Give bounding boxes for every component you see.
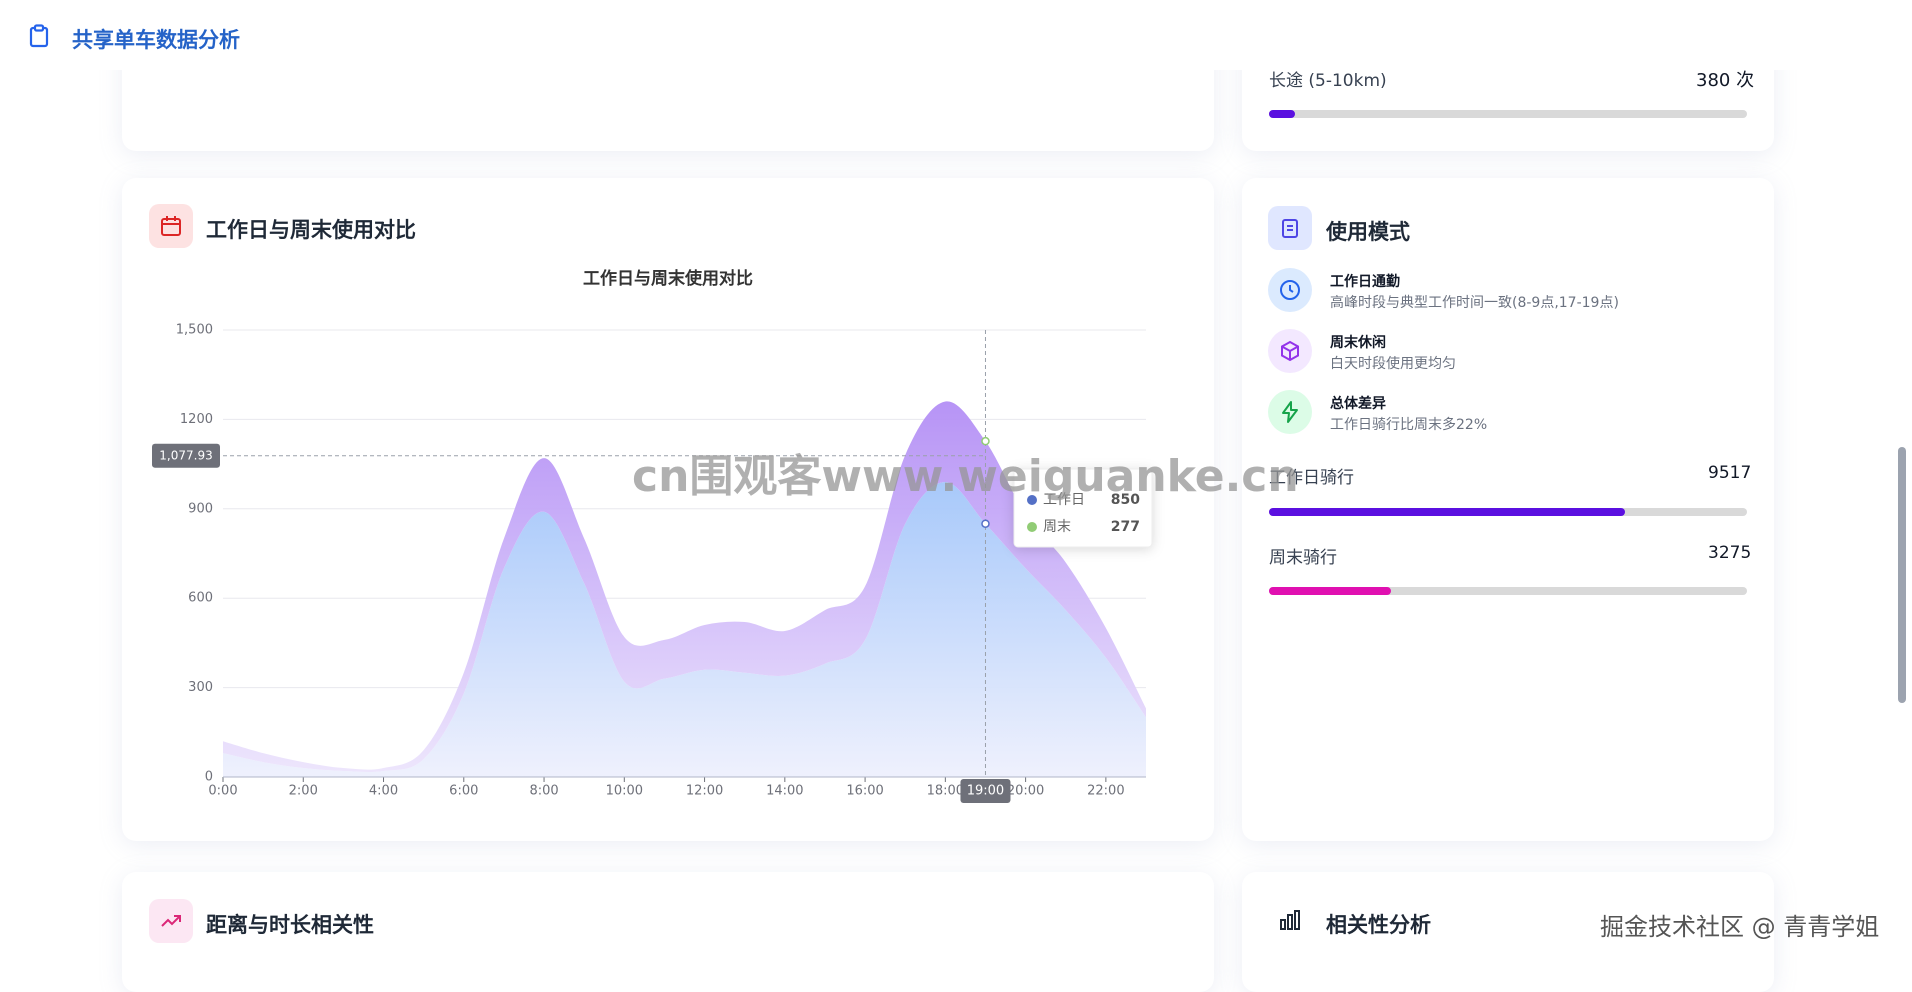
count: 380: [1696, 70, 1731, 91]
progress-track: [1269, 587, 1747, 595]
legend-label: 周末: [1043, 519, 1071, 535]
card-title: 工作日与周末使用对比: [206, 218, 416, 242]
distance-label: 长途 (5-10km): [1269, 71, 1387, 91]
tooltip-value: 277: [1111, 519, 1140, 535]
y-tick-label: 1200: [180, 412, 213, 427]
progress-track: [1269, 508, 1747, 516]
x-tick-label: 22:00: [1087, 784, 1124, 799]
card-icon: [149, 204, 193, 248]
page: 长途 (5-10km) 380 次 共享单车数据分析 工作日与周末使用对比 使用…: [0, 0, 1912, 943]
progress-bar: [1269, 110, 1295, 118]
watermark: 掘金技术社区 @ 青青学姐: [1600, 913, 1880, 941]
item-title: 工作日通勤: [1330, 274, 1400, 290]
unit: 次: [1736, 70, 1755, 91]
card-title: 距离与时长相关性: [206, 913, 374, 937]
item-desc: 白天时段使用更均匀: [1330, 356, 1456, 372]
x-tick-label: 12:00: [686, 784, 723, 799]
card-icon: [1268, 206, 1312, 250]
distance-count: 380 次: [1696, 66, 1754, 92]
legend-label: 工作日: [1043, 492, 1085, 508]
x-tick-label: 2:00: [289, 784, 318, 799]
y-tick-label: 0: [205, 770, 213, 785]
legend-dot: [1027, 522, 1037, 532]
tooltip: [1013, 468, 1153, 548]
x-tick-label: 20:00: [1007, 784, 1044, 799]
item-icon: [1268, 390, 1312, 434]
point: [981, 436, 990, 446]
x-tick-label: 18:00: [927, 784, 964, 799]
header-icon: [29, 24, 49, 48]
card-title: 使用模式: [1326, 220, 1410, 244]
stat-label: 工作日骑行: [1269, 468, 1354, 488]
stat-label: 周末骑行: [1269, 548, 1337, 568]
chart-title: 工作日与周末使用对比: [583, 268, 753, 289]
scrollbar-thumb[interactable]: [1898, 447, 1906, 703]
item-desc: 高峰时段与典型工作时间一致(8-9点,17-19点): [1330, 295, 1619, 311]
x-tick-label: 16:00: [846, 784, 883, 799]
header: 共享单车数据分析: [0, 0, 1912, 70]
x-tick-label: 0:00: [208, 784, 237, 799]
watermark: cn围观客www.weiguanke.cn: [632, 451, 1299, 502]
x-tick-label: 10:00: [606, 784, 643, 799]
item-icon: [1268, 268, 1312, 312]
y-tick-label: 600: [188, 591, 213, 606]
pointer-label-bg: [152, 443, 220, 468]
x-tick-label: 4:00: [369, 784, 398, 799]
progress-track: [1269, 110, 1747, 118]
pointer-label: 19:00: [967, 784, 1004, 799]
card-title: 相关性分析: [1326, 913, 1431, 937]
legend-dot: [1027, 495, 1037, 505]
stat-value: 3275: [1708, 543, 1752, 563]
item-desc: 工作日骑行比周末多22%: [1330, 417, 1488, 433]
point: [981, 519, 990, 528]
item-title: 总体差异: [1330, 396, 1386, 412]
x-tick-label: 14:00: [766, 784, 803, 799]
x-tick-label: 8:00: [529, 784, 558, 799]
card-icon: [149, 899, 193, 943]
pointer-label-bg: [960, 779, 1011, 803]
area: [223, 401, 1146, 773]
tooltip-value: 850: [1111, 492, 1140, 508]
y-tick-label: 900: [188, 501, 213, 516]
x-tick-label: 6:00: [449, 784, 478, 799]
area: [223, 481, 1146, 777]
pointer-label: 1,077.93: [159, 448, 212, 462]
chart: 工作日与周末使用对比 0 300 600 900 1200 1,500 0:00 2:00 4:…: [152, 268, 1153, 803]
progress-bar: [1269, 587, 1392, 595]
y-tick-label: 300: [188, 680, 213, 695]
stat-value: 9517: [1708, 463, 1752, 483]
y-tick-label: 1,500: [176, 323, 213, 338]
card-icon: [1280, 910, 1300, 930]
progress-bar: [1269, 508, 1625, 516]
item-title: 周末休闲: [1330, 335, 1386, 351]
header-title: 共享单车数据分析: [72, 28, 240, 52]
item-icon: [1268, 329, 1312, 373]
